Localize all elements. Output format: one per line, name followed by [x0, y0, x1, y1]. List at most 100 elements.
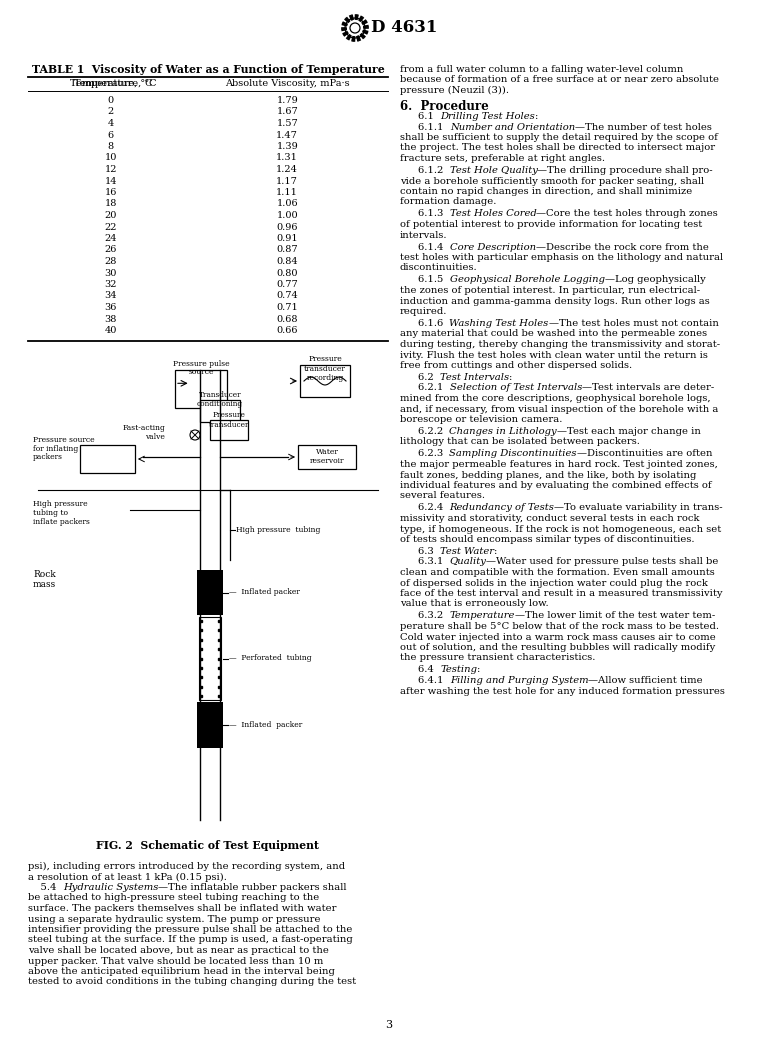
Text: value that is erroneously low.: value that is erroneously low. — [400, 600, 548, 609]
Text: —Describe the rock core from the: —Describe the rock core from the — [536, 243, 709, 252]
Text: required.: required. — [400, 307, 447, 316]
Text: tested to avoid conditions in the tubing changing during the test: tested to avoid conditions in the tubing… — [28, 977, 356, 987]
Text: pressure (Neuzil (3)).: pressure (Neuzil (3)). — [400, 86, 509, 95]
Bar — [200, 400, 240, 422]
Text: 0.84: 0.84 — [276, 257, 298, 266]
Text: 0.80: 0.80 — [276, 269, 298, 278]
Text: 1.79: 1.79 — [276, 96, 298, 105]
Text: 6.2: 6.2 — [418, 373, 440, 382]
Text: :: : — [509, 373, 513, 382]
Bar — [80, 445, 135, 473]
Text: Redundancy of Tests: Redundancy of Tests — [450, 504, 555, 512]
Text: Pressure: Pressure — [308, 355, 342, 363]
Text: :: : — [494, 547, 497, 556]
Text: —Water used for pressure pulse tests shall be: —Water used for pressure pulse tests sha… — [486, 558, 719, 566]
Text: 1.57: 1.57 — [276, 119, 298, 128]
Text: —The number of test holes: —The number of test holes — [575, 123, 712, 131]
Text: fracture sets, preferable at right angles.: fracture sets, preferable at right angle… — [400, 154, 605, 163]
Text: the major permeable features in hard rock. Test jointed zones,: the major permeable features in hard roc… — [400, 460, 718, 469]
Text: —The test holes must not contain: —The test holes must not contain — [548, 319, 719, 328]
Text: be attached to high-pressure steel tubing reaching to the: be attached to high-pressure steel tubin… — [28, 893, 319, 903]
Text: any material that could be washed into the permeable zones: any material that could be washed into t… — [400, 330, 707, 338]
Text: Rock: Rock — [33, 570, 56, 579]
Text: 0: 0 — [107, 96, 114, 105]
Text: tubing to: tubing to — [33, 509, 68, 517]
Text: 0.87: 0.87 — [276, 246, 298, 254]
Text: surface. The packers themselves shall be inflated with water: surface. The packers themselves shall be… — [28, 904, 337, 913]
Text: transducer: transducer — [209, 421, 249, 429]
Text: :: : — [534, 112, 538, 121]
Text: 6.3: 6.3 — [418, 547, 440, 556]
Text: inflate packers: inflate packers — [33, 518, 90, 526]
Text: 1.67: 1.67 — [276, 107, 298, 117]
Text: 10: 10 — [104, 153, 117, 162]
Text: 6.4: 6.4 — [418, 665, 440, 675]
Text: the zones of potential interest. In particular, run electrical-: the zones of potential interest. In part… — [400, 286, 700, 295]
Text: missivity and storativity, conduct several tests in each rock: missivity and storativity, conduct sever… — [400, 514, 699, 523]
Text: 1.00: 1.00 — [276, 211, 298, 220]
Text: 6.  Procedure: 6. Procedure — [400, 100, 489, 112]
Text: from a full water column to a falling water-level column: from a full water column to a falling wa… — [400, 65, 683, 74]
Text: —The lower limit of the test water tem-: —The lower limit of the test water tem- — [515, 611, 715, 620]
Text: 1.47: 1.47 — [276, 130, 298, 139]
Text: induction and gamma-gamma density logs. Run other logs as: induction and gamma-gamma density logs. … — [400, 297, 710, 305]
Text: 28: 28 — [104, 257, 117, 266]
Text: 34: 34 — [104, 291, 117, 301]
Text: —Core the test holes through zones: —Core the test holes through zones — [536, 209, 718, 219]
Text: High pressure: High pressure — [33, 500, 88, 508]
Text: 4: 4 — [107, 119, 114, 128]
Text: —  Inflated packer: — Inflated packer — [229, 588, 300, 596]
Text: 6.1.4: 6.1.4 — [418, 243, 450, 252]
Text: Hydraulic Systems: Hydraulic Systems — [63, 883, 158, 892]
Text: mass: mass — [33, 580, 56, 589]
Text: 20: 20 — [104, 211, 117, 220]
Text: Test Hole Quality: Test Hole Quality — [450, 166, 538, 175]
Text: Quality: Quality — [450, 558, 486, 566]
Text: TABLE 1  Viscosity of Water as a Function of Temperature: TABLE 1 Viscosity of Water as a Function… — [32, 64, 384, 75]
Text: and, if necessary, from visual inspection of the borehole with a: and, if necessary, from visual inspectio… — [400, 405, 718, 413]
Text: 26: 26 — [104, 246, 117, 254]
Text: Filling and Purging System: Filling and Purging System — [450, 676, 588, 685]
Text: —Log geophysically: —Log geophysically — [605, 276, 706, 284]
Text: 1.31: 1.31 — [276, 153, 298, 162]
Text: Pressure source: Pressure source — [33, 436, 95, 445]
Text: recording: recording — [307, 374, 344, 382]
Text: Cold water injected into a warm rock mass causes air to come: Cold water injected into a warm rock mas… — [400, 633, 716, 641]
Text: contain no rapid changes in direction, and shall minimize: contain no rapid changes in direction, a… — [400, 187, 692, 196]
Text: during testing, thereby changing the transmissivity and storat-: during testing, thereby changing the tra… — [400, 340, 720, 349]
Text: 2: 2 — [107, 107, 114, 117]
Text: above the anticipated equilibrium head in the interval being: above the anticipated equilibrium head i… — [28, 967, 335, 976]
Text: 6.4.1: 6.4.1 — [418, 676, 450, 685]
Text: —To evaluate variability in trans-: —To evaluate variability in trans- — [555, 504, 723, 512]
Text: shall be sufficient to supply the detail required by the scope of: shall be sufficient to supply the detail… — [400, 133, 718, 142]
Text: 1.39: 1.39 — [276, 142, 298, 151]
Text: —The drilling procedure shall pro-: —The drilling procedure shall pro- — [538, 166, 713, 175]
Text: steel tubing at the surface. If the pump is used, a fast-operating: steel tubing at the surface. If the pump… — [28, 936, 352, 944]
Text: D 4631: D 4631 — [371, 20, 437, 36]
Text: a resolution of at least 1 kPa (0.15 psi).: a resolution of at least 1 kPa (0.15 psi… — [28, 872, 227, 882]
Text: Number and Orientation: Number and Orientation — [450, 123, 575, 131]
Text: 36: 36 — [104, 303, 117, 312]
Text: 1.06: 1.06 — [276, 200, 298, 208]
Text: Test Water: Test Water — [440, 547, 494, 556]
Text: 0.91: 0.91 — [276, 234, 298, 243]
Text: intervals.: intervals. — [400, 230, 447, 239]
Text: 6.1.6: 6.1.6 — [418, 319, 450, 328]
Text: Transducer: Transducer — [198, 391, 241, 399]
Text: 0.68: 0.68 — [276, 314, 298, 324]
Text: the project. The test holes shall be directed to intersect major: the project. The test holes shall be dir… — [400, 144, 715, 152]
Text: out of solution, and the resulting bubbles will radically modify: out of solution, and the resulting bubbl… — [400, 643, 715, 652]
Text: using a separate hydraulic system. The pump or pressure: using a separate hydraulic system. The p… — [28, 914, 321, 923]
Text: face of the test interval and result in a measured transmissivity: face of the test interval and result in … — [400, 589, 723, 598]
Text: perature shall be 5°C below that of the rock mass to be tested.: perature shall be 5°C below that of the … — [400, 623, 719, 631]
Text: Testing: Testing — [440, 665, 477, 675]
Text: valve: valve — [145, 433, 165, 441]
Bar — [199, 617, 221, 700]
Text: 8: 8 — [107, 142, 114, 151]
Text: Drilling Test Holes: Drilling Test Holes — [440, 112, 535, 121]
Text: —  Perforated  tubing: — Perforated tubing — [229, 655, 312, 662]
Text: 1.24: 1.24 — [276, 166, 298, 174]
Text: —The inflatable rubber packers shall: —The inflatable rubber packers shall — [158, 883, 347, 892]
Text: —Allow sufficient time: —Allow sufficient time — [588, 676, 703, 685]
Text: :: : — [477, 665, 481, 675]
